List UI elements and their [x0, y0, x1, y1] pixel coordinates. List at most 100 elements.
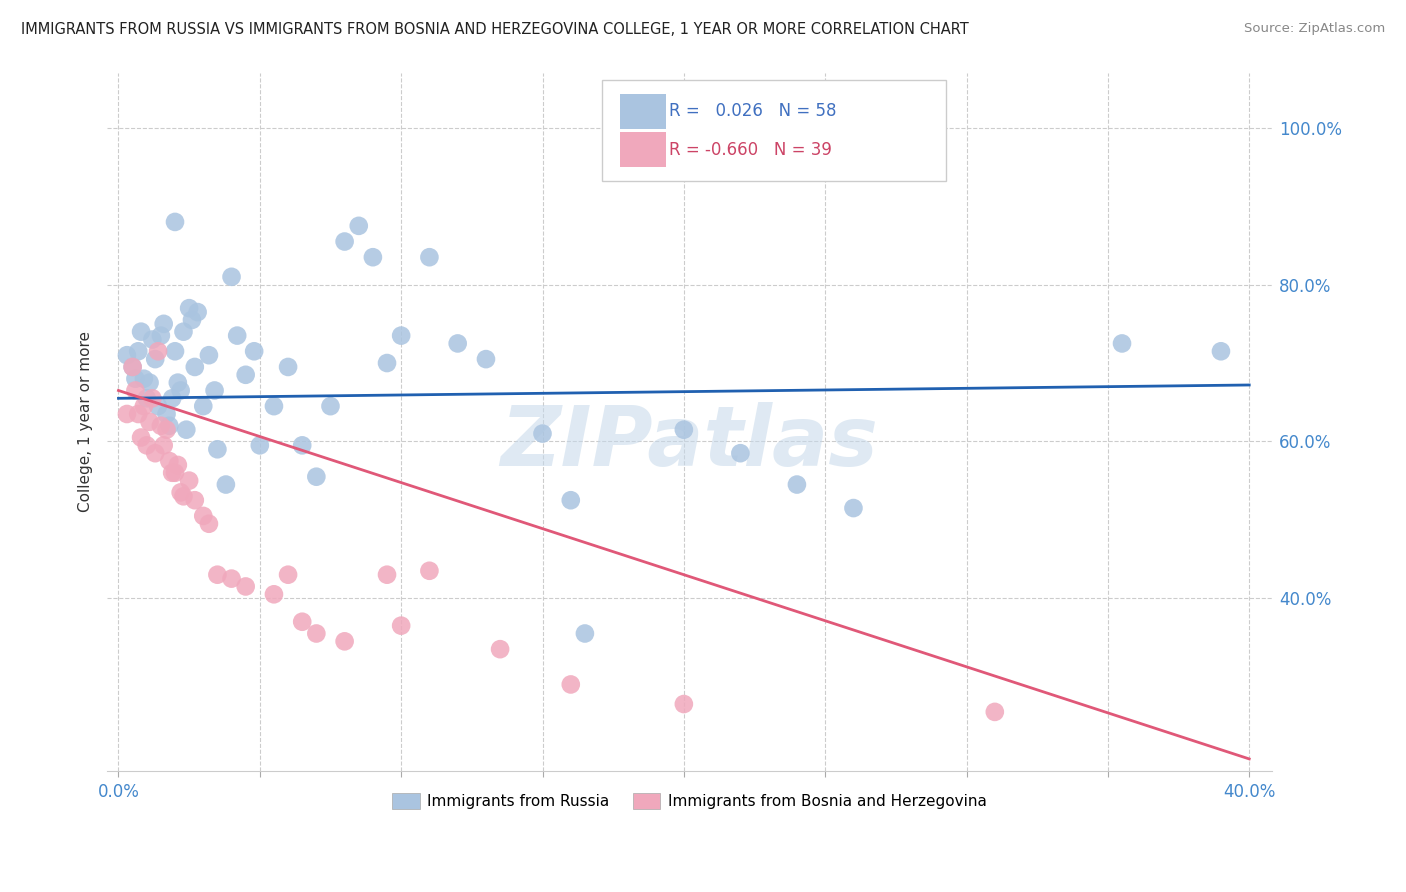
Point	[157, 454, 180, 468]
Point	[193, 508, 215, 523]
Point	[198, 348, 221, 362]
Point	[115, 348, 138, 362]
Point	[135, 438, 157, 452]
Point	[176, 423, 198, 437]
Point	[221, 572, 243, 586]
FancyBboxPatch shape	[620, 132, 666, 167]
Point	[146, 399, 169, 413]
Point	[221, 269, 243, 284]
Point	[135, 392, 157, 406]
Point	[389, 618, 412, 632]
Point	[129, 430, 152, 444]
Point	[166, 376, 188, 390]
Point	[207, 567, 229, 582]
Point	[127, 344, 149, 359]
Point	[235, 579, 257, 593]
Point	[249, 438, 271, 452]
Point	[375, 356, 398, 370]
Text: IMMIGRANTS FROM RUSSIA VS IMMIGRANTS FROM BOSNIA AND HERZEGOVINA COLLEGE, 1 YEAR: IMMIGRANTS FROM RUSSIA VS IMMIGRANTS FRO…	[21, 22, 969, 37]
Point	[560, 677, 582, 691]
Point	[179, 474, 201, 488]
Point	[291, 438, 314, 452]
Point	[184, 359, 207, 374]
Point	[333, 634, 356, 648]
Point	[1209, 344, 1232, 359]
Point	[163, 344, 186, 359]
Point	[127, 407, 149, 421]
Point	[531, 426, 554, 441]
Legend: Immigrants from Russia, Immigrants from Bosnia and Herzegovina: Immigrants from Russia, Immigrants from …	[387, 787, 993, 815]
Point	[115, 407, 138, 421]
Point	[160, 466, 183, 480]
Point	[184, 493, 207, 508]
Point	[155, 423, 177, 437]
Point	[215, 477, 238, 491]
Point	[277, 567, 299, 582]
Point	[132, 399, 155, 413]
Y-axis label: College, 1 year or more: College, 1 year or more	[79, 331, 93, 512]
Point	[152, 317, 174, 331]
Point	[672, 697, 695, 711]
Text: Source: ZipAtlas.com: Source: ZipAtlas.com	[1244, 22, 1385, 36]
FancyBboxPatch shape	[620, 94, 666, 128]
Point	[560, 493, 582, 508]
Point	[129, 325, 152, 339]
Point	[204, 384, 226, 398]
Text: ZIPatlas: ZIPatlas	[501, 402, 879, 483]
Point	[389, 328, 412, 343]
Point	[141, 333, 163, 347]
Point	[141, 392, 163, 406]
Point	[138, 415, 160, 429]
Point	[1111, 336, 1133, 351]
Point	[489, 642, 512, 657]
Point	[418, 250, 440, 264]
Point	[121, 359, 143, 374]
Point	[447, 336, 470, 351]
Point	[146, 344, 169, 359]
Text: R =   0.026   N = 58: R = 0.026 N = 58	[668, 103, 837, 120]
Point	[984, 705, 1007, 719]
Point	[166, 458, 188, 472]
Point	[173, 325, 195, 339]
Point	[786, 477, 808, 491]
Point	[163, 215, 186, 229]
Point	[842, 501, 865, 516]
Point	[235, 368, 257, 382]
Point	[730, 446, 752, 460]
Point	[149, 328, 172, 343]
Point	[143, 352, 166, 367]
Point	[263, 587, 285, 601]
Point	[207, 442, 229, 457]
Point	[160, 392, 183, 406]
Point	[198, 516, 221, 531]
Point	[155, 407, 177, 421]
Point	[138, 376, 160, 390]
FancyBboxPatch shape	[602, 80, 946, 181]
Point	[157, 418, 180, 433]
Point	[361, 250, 384, 264]
Point	[226, 328, 249, 343]
Point	[181, 313, 204, 327]
Point	[143, 446, 166, 460]
Point	[375, 567, 398, 582]
Point	[149, 418, 172, 433]
Point	[475, 352, 498, 367]
Point	[193, 399, 215, 413]
Point	[347, 219, 370, 233]
Point	[672, 423, 695, 437]
Point	[173, 489, 195, 503]
Point	[291, 615, 314, 629]
Point	[243, 344, 266, 359]
Point	[187, 305, 209, 319]
Point	[169, 384, 191, 398]
Point	[163, 466, 186, 480]
Point	[179, 301, 201, 315]
Point	[169, 485, 191, 500]
Point	[124, 384, 146, 398]
Point	[277, 359, 299, 374]
Point	[319, 399, 342, 413]
Point	[333, 235, 356, 249]
Point	[124, 372, 146, 386]
Text: R = -0.660   N = 39: R = -0.660 N = 39	[668, 141, 831, 159]
Point	[305, 469, 328, 483]
